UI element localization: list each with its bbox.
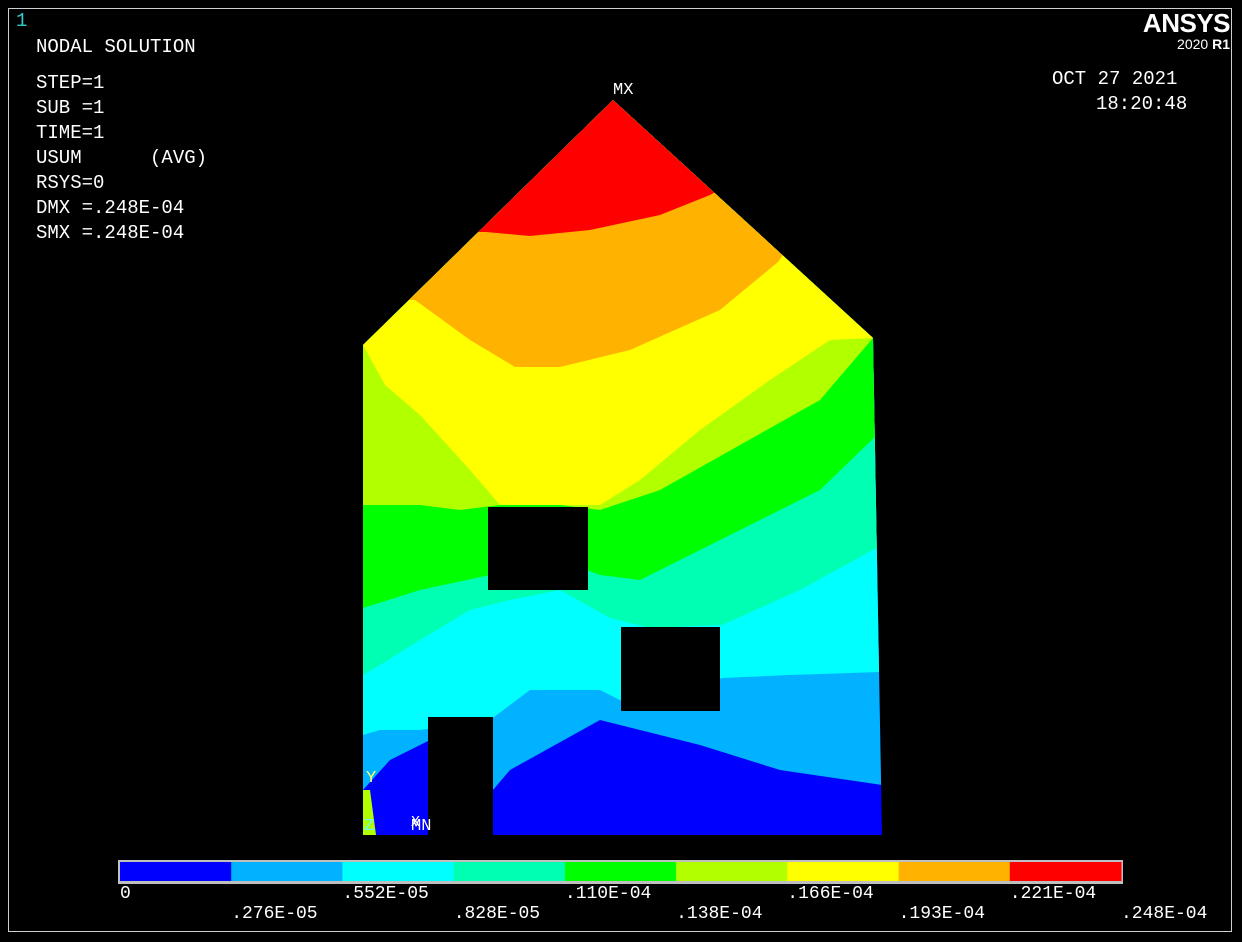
legend-label-5: .138E-04 bbox=[676, 904, 762, 924]
legend-label-3: .828E-05 bbox=[454, 904, 540, 924]
legend-swatch-5 bbox=[676, 862, 788, 881]
max-marker: MX bbox=[613, 81, 633, 100]
brand-name: ANSYS bbox=[1142, 8, 1231, 38]
axis-y-label: Y bbox=[366, 769, 376, 788]
version-year: 2020 bbox=[1177, 36, 1209, 52]
window-cutout-lower bbox=[621, 627, 720, 711]
legend-label-9: .248E-04 bbox=[1121, 904, 1207, 924]
graphics-window-frame bbox=[8, 8, 1232, 932]
legend-swatch-1 bbox=[231, 862, 343, 881]
step-label: STEP=1 bbox=[36, 72, 105, 94]
legend-label-8: .221E-04 bbox=[1010, 884, 1096, 904]
ansys-logo: ANSYS 2020 R1 bbox=[1142, 8, 1231, 52]
legend-label-0: 0 bbox=[120, 884, 131, 904]
legend-swatch-8 bbox=[1009, 862, 1122, 881]
legend-label-4: .110E-04 bbox=[565, 884, 651, 904]
dmx-label: DMX =.248E-04 bbox=[36, 197, 185, 219]
legend-labels: 0 .552E-05 .110E-04 .166E-04 .221E-04 .276E-0… bbox=[120, 884, 1207, 924]
legend-colorbar bbox=[120, 862, 1122, 881]
window-cutout-upper bbox=[488, 507, 588, 590]
legend-label-2: .552E-05 bbox=[342, 884, 428, 904]
legend-label-6: .166E-04 bbox=[787, 884, 873, 904]
rsys-label: RSYS=0 bbox=[36, 172, 105, 194]
window-number: 1 bbox=[16, 10, 28, 32]
solution-title: NODAL SOLUTION bbox=[36, 36, 196, 58]
corner-patch bbox=[363, 790, 376, 835]
axis-z-label: Z bbox=[364, 817, 374, 836]
legend-label-1: .276E-05 bbox=[231, 904, 317, 924]
contour-bands bbox=[363, 100, 882, 835]
legend-swatch-4 bbox=[564, 862, 677, 881]
legend-swatch-0 bbox=[120, 862, 232, 881]
sub-label: SUB =1 bbox=[36, 97, 105, 119]
axis-x-label: X bbox=[411, 814, 420, 831]
band-8 bbox=[363, 100, 882, 236]
time-label: TIME=1 bbox=[36, 122, 105, 144]
usum-label: USUM (AVG) bbox=[36, 147, 208, 169]
brand-version: 2020 R1 bbox=[1143, 36, 1230, 52]
legend-swatch-7 bbox=[898, 862, 1011, 881]
legend-swatch-2 bbox=[342, 862, 455, 881]
legend-swatch-6 bbox=[787, 862, 899, 881]
time-of-day-label: 18:20:48 bbox=[1096, 93, 1188, 115]
date-label: OCT 27 2021 bbox=[1052, 68, 1178, 90]
min-marker: MN bbox=[411, 817, 431, 836]
version-release: R1 bbox=[1212, 36, 1230, 52]
legend-label-7: .193E-04 bbox=[899, 904, 985, 924]
legend-swatch-3 bbox=[453, 862, 566, 881]
smx-label: SMX =.248E-04 bbox=[36, 222, 185, 244]
